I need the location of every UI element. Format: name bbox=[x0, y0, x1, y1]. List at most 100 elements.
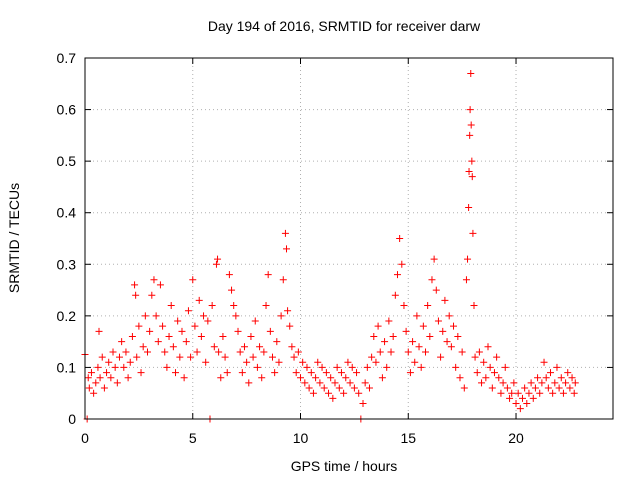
data-point bbox=[516, 405, 524, 413]
data-point bbox=[350, 384, 358, 392]
data-point bbox=[547, 369, 555, 377]
data-point bbox=[325, 389, 333, 397]
plot-frame bbox=[84, 57, 614, 420]
data-point bbox=[355, 389, 363, 397]
data-point bbox=[247, 332, 255, 340]
data-point bbox=[264, 271, 272, 279]
data-point bbox=[553, 363, 561, 371]
data-point bbox=[434, 317, 442, 325]
data-point bbox=[419, 322, 427, 330]
data-point bbox=[475, 348, 483, 356]
data-point bbox=[518, 394, 526, 402]
data-point bbox=[335, 384, 343, 392]
data-point bbox=[456, 374, 464, 382]
data-point bbox=[484, 343, 492, 351]
data-point bbox=[238, 369, 246, 377]
data-point bbox=[95, 327, 103, 335]
data-point bbox=[105, 358, 113, 366]
data-point bbox=[301, 379, 309, 387]
data-point bbox=[413, 312, 421, 320]
data-point bbox=[417, 363, 425, 371]
data-point bbox=[562, 379, 570, 387]
data-point bbox=[391, 291, 399, 299]
data-point bbox=[439, 327, 447, 335]
data-point bbox=[387, 348, 395, 356]
y-tick-label: 0.6 bbox=[57, 102, 77, 118]
data-point bbox=[126, 358, 134, 366]
data-point bbox=[193, 348, 201, 356]
data-point bbox=[223, 369, 231, 377]
data-point bbox=[365, 384, 373, 392]
data-point bbox=[266, 327, 274, 335]
data-point bbox=[141, 312, 149, 320]
data-point bbox=[512, 400, 520, 408]
data-point bbox=[473, 369, 481, 377]
data-point bbox=[290, 353, 298, 361]
data-point bbox=[107, 374, 115, 382]
x-tick-label: 10 bbox=[293, 430, 309, 446]
data-point bbox=[271, 369, 279, 377]
y-tick-label: 0 bbox=[68, 411, 76, 427]
data-point bbox=[284, 307, 292, 315]
data-point bbox=[385, 317, 393, 325]
data-point bbox=[445, 312, 453, 320]
y-axis: 0 0.1 0.2 0.3 0.4 0.5 0.6 0.7 bbox=[57, 50, 613, 427]
data-point bbox=[169, 343, 177, 351]
data-point bbox=[305, 384, 313, 392]
data-point bbox=[467, 121, 475, 129]
data-point bbox=[131, 281, 139, 289]
data-point bbox=[534, 374, 542, 382]
data-point bbox=[182, 338, 190, 346]
data-point bbox=[404, 348, 412, 356]
data-point bbox=[202, 358, 210, 366]
data-point bbox=[466, 106, 474, 114]
data-point bbox=[467, 69, 475, 77]
chart-title: Day 194 of 2016, SRMTID for receiver dar… bbox=[208, 18, 481, 34]
data-point bbox=[376, 348, 384, 356]
data-point bbox=[411, 358, 419, 366]
data-point bbox=[292, 369, 300, 377]
x-tick-label: 5 bbox=[189, 430, 197, 446]
y-tick-label: 0.4 bbox=[57, 205, 77, 221]
data-point bbox=[331, 379, 339, 387]
data-point bbox=[92, 379, 100, 387]
data-point bbox=[333, 363, 341, 371]
data-point bbox=[167, 302, 175, 310]
data-point bbox=[303, 363, 311, 371]
data-point bbox=[327, 374, 335, 382]
data-point bbox=[437, 353, 445, 361]
x-axis-label: GPS time / hours bbox=[291, 458, 398, 474]
data-point bbox=[493, 353, 501, 361]
data-point bbox=[115, 353, 123, 361]
data-point bbox=[318, 363, 326, 371]
data-point bbox=[458, 348, 466, 356]
data-point bbox=[225, 271, 233, 279]
data-point bbox=[197, 332, 205, 340]
data-point bbox=[346, 379, 354, 387]
data-point bbox=[465, 167, 473, 175]
data-point bbox=[568, 374, 576, 382]
data-point bbox=[542, 374, 550, 382]
data-point bbox=[137, 369, 145, 377]
data-point bbox=[210, 343, 218, 351]
data-point bbox=[510, 379, 518, 387]
data-point bbox=[486, 363, 494, 371]
data-point bbox=[118, 338, 126, 346]
x-tick-label: 0 bbox=[81, 430, 89, 446]
data-point bbox=[234, 327, 242, 335]
data-point bbox=[469, 229, 477, 237]
data-point bbox=[549, 389, 557, 397]
data-point bbox=[342, 374, 350, 382]
data-point bbox=[495, 374, 503, 382]
data-point bbox=[87, 369, 95, 377]
data-point bbox=[497, 389, 505, 397]
data-point bbox=[268, 353, 276, 361]
data-point bbox=[96, 374, 104, 382]
data-point bbox=[559, 389, 567, 397]
data-point bbox=[150, 276, 158, 284]
y-tick-label: 0.5 bbox=[57, 153, 77, 169]
data-point bbox=[312, 374, 320, 382]
data-point bbox=[363, 363, 371, 371]
data-point bbox=[245, 379, 253, 387]
